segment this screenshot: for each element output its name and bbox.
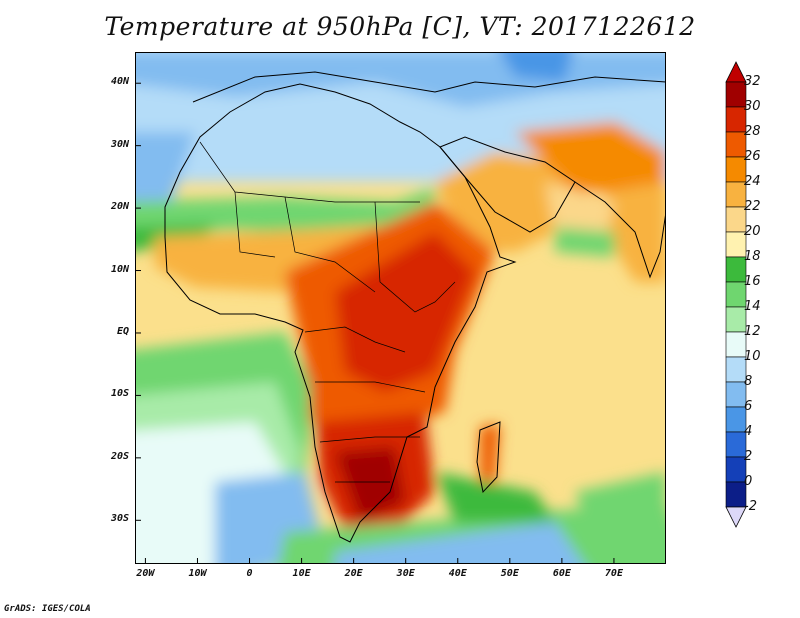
x-tick-label: 30E [396,568,415,579]
y-tick-label: 10S [110,388,129,400]
y-tick-label: 30N [110,138,129,150]
colorbar-segment [725,381,747,408]
colorbar-label: 22 [744,199,761,214]
colorbar-segment [725,281,747,308]
y-tick-label: 20S [110,450,129,462]
colorbar-segment [725,181,747,208]
y-tick-label: 20N [110,201,129,213]
colorbar-segment [725,131,747,158]
colorbar-label: 14 [744,299,761,314]
colorbar-label: 24 [744,174,761,189]
x-tick-label: 10E [292,568,311,579]
colorbar-segment [725,156,747,183]
temperature-field [135,52,666,564]
colorbar-segment [725,356,747,383]
colorbar-top-arrow [725,61,747,83]
colorbar-label: 30 [744,99,761,114]
colorbar-label: 6 [744,399,753,414]
colorbar-label: 28 [744,124,761,139]
colorbar-label: 26 [744,149,761,164]
y-tick-label: 40N [110,76,129,88]
colorbar-segment [725,306,747,333]
colorbar-segment [725,206,747,233]
colorbar-label: 0 [744,474,753,489]
colorbar-label: 18 [744,249,761,264]
colorbar-segment [725,256,747,283]
x-tick-label: 50E [500,568,519,579]
colorbar-segment [725,431,747,458]
colorbar-segment [725,81,747,108]
x-tick-label: 40E [448,568,467,579]
colorbar-label: 12 [744,324,761,339]
colorbar-label: 8 [744,374,753,389]
colorbar-label: 16 [744,274,761,289]
map-title: Temperature at 950hPa [C], VT: 201712261… [104,12,696,41]
colorbar [725,61,747,528]
x-tick-label: 0 [246,568,253,579]
y-tick-label: EQ [116,325,129,337]
colorbar-label: 20 [744,224,761,239]
y-tick-label: 30S [110,513,129,525]
colorbar-segment [725,231,747,258]
colorbar-segment [725,456,747,483]
temperature-map [135,52,666,564]
x-tick-label: 10W [188,568,207,579]
y-tick-label: 10N [110,263,129,275]
x-tick-label: 20E [344,568,363,579]
colorbar-label: 10 [744,349,761,364]
colorbar-segment [725,331,747,358]
country-borders [199,141,456,483]
colorbar-segment [725,481,747,508]
colorbar-label: 2 [744,449,753,464]
map-border [135,52,666,564]
colorbar-bottom-arrow [725,506,747,528]
colorbar-label: 4 [744,424,753,439]
x-tick-label: 20W [136,568,155,579]
colorbar-segment [725,406,747,433]
colorbar-label: -2 [744,499,757,514]
x-tick-label: 70E [604,568,623,579]
colorbar-label: 32 [744,74,761,89]
x-tick-label: 60E [552,568,571,579]
coastlines [164,71,666,543]
credit-text: GrADS: IGES/COLA [4,604,91,614]
colorbar-segment [725,106,747,133]
tick-marks [135,82,615,564]
